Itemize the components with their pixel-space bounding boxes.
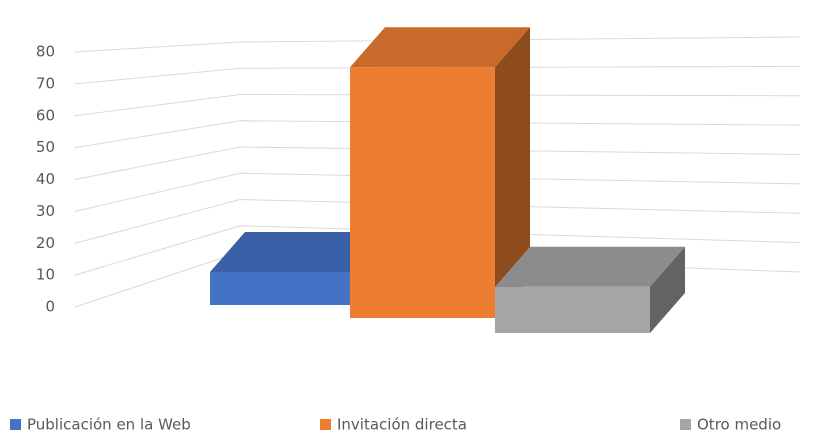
bar-top xyxy=(495,246,685,287)
grid-line xyxy=(74,172,801,212)
bar-side xyxy=(495,27,530,318)
legend-swatch xyxy=(680,419,691,430)
bar-side xyxy=(650,246,685,333)
grid-line xyxy=(74,146,801,180)
grid-line xyxy=(74,36,801,53)
legend-swatch xyxy=(320,419,331,430)
grid-line xyxy=(74,225,801,276)
y-tick-label: 50 xyxy=(36,138,55,156)
bar-front xyxy=(495,286,650,333)
y-tick-label: 10 xyxy=(36,266,55,284)
grid-line xyxy=(74,93,801,117)
y-tick-label: 0 xyxy=(45,298,55,316)
y-tick-label: 40 xyxy=(36,170,55,188)
bar xyxy=(495,246,685,333)
bar xyxy=(350,27,530,318)
bar-front xyxy=(210,272,350,305)
legend-label: Otro medio xyxy=(697,416,781,433)
legend-swatch xyxy=(10,419,21,430)
y-tick-label: 80 xyxy=(36,43,55,61)
bar-top xyxy=(350,27,530,68)
y-tick-label: 60 xyxy=(36,106,55,124)
y-tick-label: 20 xyxy=(36,234,55,252)
bar-top xyxy=(210,232,385,272)
grid-line xyxy=(74,120,801,149)
legend-label: Publicación en la Web xyxy=(27,416,191,433)
bar-front xyxy=(350,67,495,318)
y-tick-label: 30 xyxy=(36,202,55,220)
grid-line xyxy=(74,198,801,244)
legend-label: Invitación directa xyxy=(337,416,467,433)
y-tick-label: 70 xyxy=(36,74,55,92)
grid-line xyxy=(74,65,801,85)
